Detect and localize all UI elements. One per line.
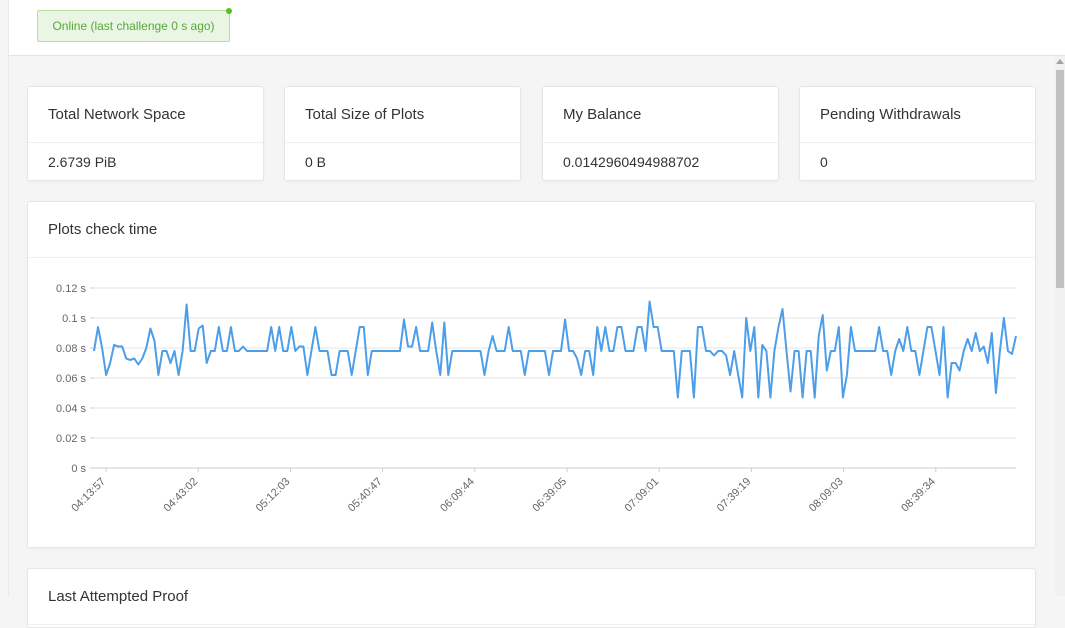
x-tick-label: 07:39:19 xyxy=(715,476,754,515)
stat-title: Pending Withdrawals xyxy=(800,87,1035,143)
y-tick-label: 0.02 s xyxy=(56,433,86,445)
y-tick-label: 0.12 s xyxy=(56,283,86,295)
proof-card-title: Last Attempted Proof xyxy=(28,569,1035,625)
x-tick-label: 06:09:44 xyxy=(438,476,477,515)
stat-card-pending-withdrawals: Pending Withdrawals 0 xyxy=(799,86,1036,181)
status-dot-icon xyxy=(226,8,232,14)
x-tick-label: 06:39:05 xyxy=(530,476,569,515)
stat-value: 2.6739 PiB xyxy=(48,154,117,170)
stat-value: 0.0142960494988702 xyxy=(563,154,700,170)
series-line xyxy=(93,300,1017,399)
stat-value: 0 xyxy=(820,154,828,170)
top-bar: Online (last challenge 0 s ago) xyxy=(8,0,1065,56)
stat-card-balance: My Balance 0.0142960494988702 xyxy=(542,86,779,181)
x-tick-label: 04:13:57 xyxy=(69,476,108,515)
x-tick-label: 05:12:03 xyxy=(254,476,293,515)
scroll-up-arrow-icon[interactable] xyxy=(1056,59,1064,64)
chart-card-title: Plots check time xyxy=(28,202,1035,258)
x-tick-label: 04:43:02 xyxy=(162,476,201,515)
x-tick-label: 07:09:01 xyxy=(623,476,662,515)
stat-card-network-space: Total Network Space 2.6739 PiB xyxy=(27,86,264,181)
status-badge: Online (last challenge 0 s ago) xyxy=(37,8,232,42)
stat-title: Total Network Space xyxy=(28,87,263,143)
x-tick-label: 05:40:47 xyxy=(346,476,385,515)
last-attempted-proof-card: Last Attempted Proof xyxy=(27,568,1036,628)
stat-title: Total Size of Plots xyxy=(285,87,520,143)
status-text: Online (last challenge 0 s ago) xyxy=(52,19,215,33)
stat-title: My Balance xyxy=(543,87,778,143)
scroll-thumb[interactable] xyxy=(1056,70,1064,288)
scrollbar[interactable] xyxy=(1055,56,1065,596)
y-tick-label: 0.08 s xyxy=(56,343,86,355)
plots-check-time-card: Plots check time 0 s 0.02 s 0.04 s 0.06 s 0.… xyxy=(27,201,1036,548)
x-tick-label: 08:39:34 xyxy=(899,476,938,515)
stat-card-plots-size: Total Size of Plots 0 B xyxy=(284,86,521,181)
x-tick-label: 08:09:03 xyxy=(807,476,846,515)
y-tick-label: 0.06 s xyxy=(56,373,86,385)
plots-check-time-chart: 0 s 0.02 s 0.04 s 0.06 s 0.08 s 0.1 s 0.12 s 04… xyxy=(56,283,1017,515)
y-tick-label: 0.1 s xyxy=(62,313,86,325)
stat-value: 0 B xyxy=(305,154,327,170)
y-tick-label: 0.04 s xyxy=(56,403,86,415)
y-tick-label: 0 s xyxy=(71,463,86,475)
